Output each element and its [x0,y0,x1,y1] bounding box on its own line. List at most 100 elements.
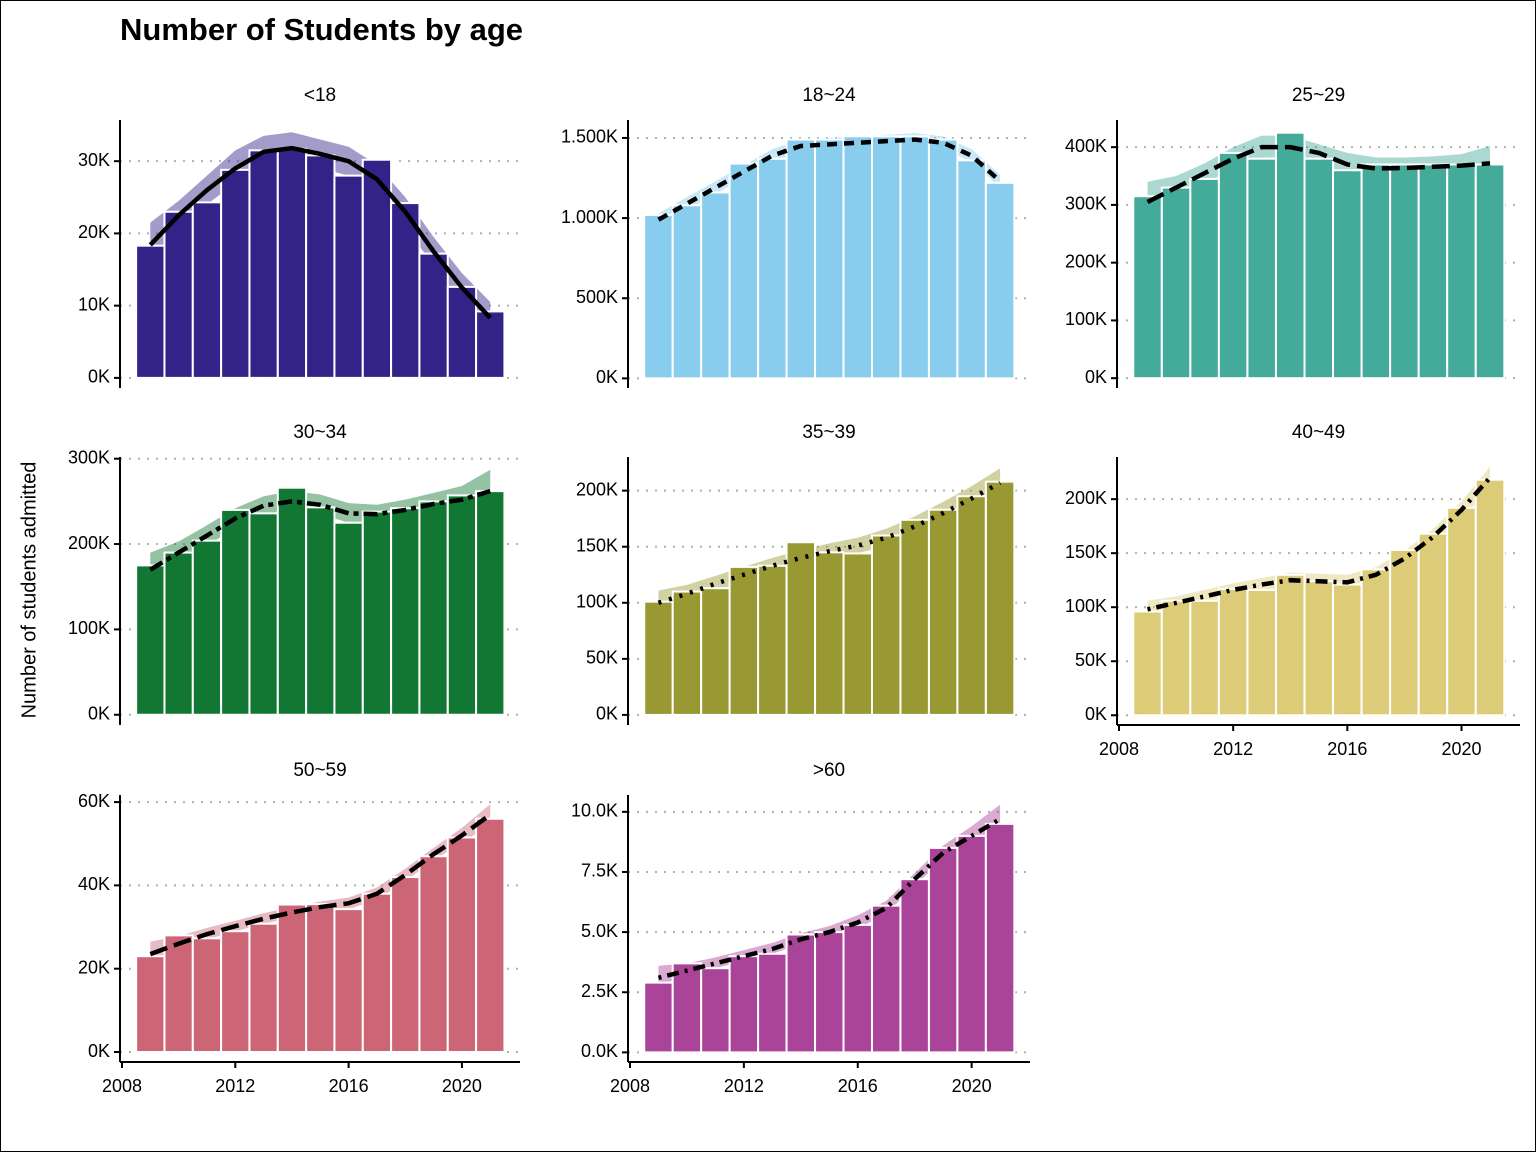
bar [1189,177,1220,380]
bar [1417,163,1449,380]
bar [671,590,703,716]
bar [446,494,478,716]
bar [643,213,674,380]
x-tick-label: 2016 [329,1076,369,1096]
panel: 25~29 0K 100K 200K 300K 400K [1065,85,1520,388]
y-tick-label: 10K [78,294,110,314]
bar [305,903,336,1054]
bar [248,512,279,716]
bar [984,480,1016,716]
bar [1417,532,1449,717]
bar [475,817,506,1054]
x-tick-label: 2012 [724,1076,764,1096]
bar [446,836,478,1054]
bar [785,933,817,1054]
trend-line [149,488,491,572]
y-tick-label: 150K [1065,542,1107,562]
bar [390,202,421,379]
bar [899,135,930,380]
bar [1189,599,1220,717]
bar [814,551,845,716]
y-tick-label: 200K [68,533,110,553]
y-tick-label: 200K [1065,488,1107,508]
bar [842,135,873,380]
y-tick-label: 10.0K [571,801,618,821]
trend-line [149,812,492,957]
y-tick-label: 0K [1085,704,1107,724]
bar [1160,186,1192,380]
confidence-band [658,133,1001,227]
y-axis-title: Number of students admitted [18,462,40,719]
bar [1474,478,1506,717]
bar [785,138,817,380]
y-tick-label: 0K [88,704,110,724]
bar [956,834,987,1054]
bar [163,934,194,1054]
bar [643,981,674,1054]
y-tick-label: 40K [78,874,110,894]
bar [276,486,308,716]
bar [814,138,845,380]
panel: 40~49 0K 50K 100K 150K 200K 2008 2012 2016 2020 [1065,422,1520,759]
bar [1246,588,1277,717]
x-tick-label: 2012 [1213,739,1253,759]
bar [700,191,731,380]
x-tick-label: 2020 [952,1076,992,1096]
y-tick-label: 0K [88,367,110,387]
x-tick-label: 2016 [1327,739,1367,759]
bar [956,495,987,716]
y-tick-label: 0.0K [581,1041,618,1061]
x-tick-label: 2008 [102,1076,142,1096]
bar [248,149,279,379]
trend-line [657,137,1002,222]
y-tick-label: 0K [1085,367,1107,387]
x-tick-label: 2008 [1099,739,1139,759]
bar [191,201,223,379]
y-tick-label: 100K [1065,309,1107,329]
y-tick-label: 200K [576,479,618,499]
bar [1132,610,1163,717]
bar [870,904,902,1054]
y-tick-label: 0K [88,1041,110,1061]
y-tick-label: 20K [78,957,110,977]
bar [757,157,788,380]
bar [475,490,506,716]
bar [333,908,364,1054]
bar [1274,131,1306,380]
bar [390,507,421,716]
panel-title: 40~49 [1292,422,1345,443]
y-tick-label: 1.500K [561,127,618,147]
y-tick-label: 100K [1065,596,1107,616]
bar [1303,157,1335,380]
bar [163,210,194,379]
bar [135,564,166,716]
bar [1132,195,1163,380]
y-tick-label: 7.5K [581,861,618,881]
bar [899,518,930,716]
bar [390,876,421,1054]
bar [1332,169,1363,380]
bar [728,162,760,380]
trend-line [148,145,492,320]
bar [1217,587,1249,717]
bar [757,952,788,1054]
bar [1389,163,1420,380]
y-tick-label: 150K [576,535,618,555]
panel: 50~59 0K 20K 40K 60K 2008 2012 2016 2020 [78,760,520,1096]
bar [700,587,731,716]
y-tick-label: 20K [78,222,110,242]
bar [870,534,902,716]
panel-title: 35~39 [802,422,855,443]
panel-title: 25~29 [1292,85,1345,106]
bar [1246,157,1277,380]
bar [927,138,959,380]
bar [1274,573,1306,717]
bar [191,539,223,716]
y-tick-label: 300K [1065,194,1107,214]
y-tick-label: 100K [576,592,618,612]
bar [248,922,279,1054]
bar [643,600,674,716]
x-tick-label: 2012 [215,1076,255,1096]
y-tick-label: 50K [1075,650,1107,670]
